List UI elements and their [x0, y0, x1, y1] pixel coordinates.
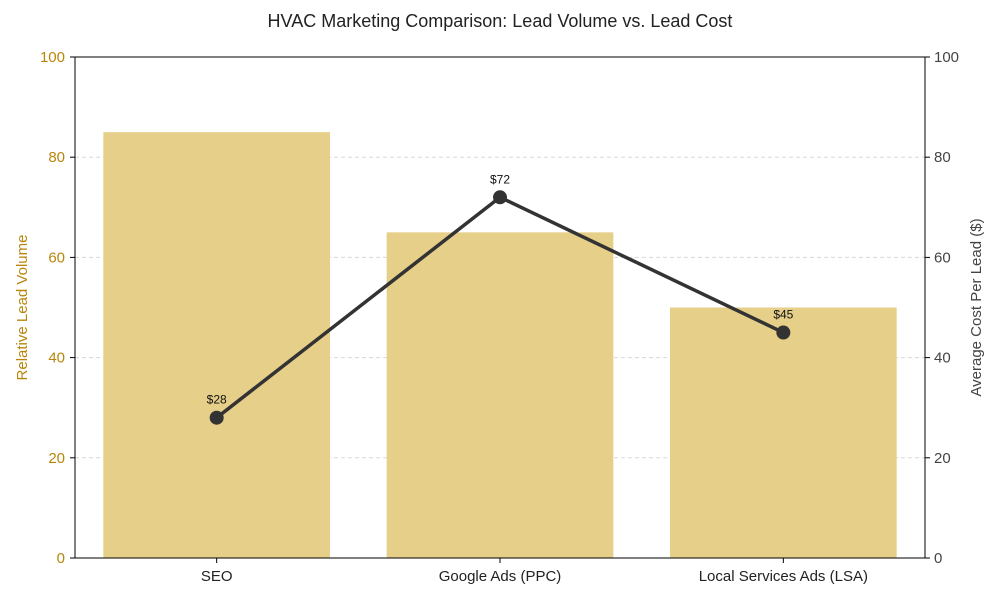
right-tick-label: 60	[934, 249, 951, 266]
right-tick-label: 80	[934, 149, 951, 166]
tick-labels: 0 20 40 60 80 100 0 20 40 60 80 100 SEO Google Ads (P…	[14, 49, 985, 585]
right-tick-label: 0	[934, 550, 942, 567]
cost-data-label: $28	[207, 393, 227, 407]
axes	[70, 56, 930, 563]
right-tick-label: 40	[934, 350, 951, 367]
x-tick-label: SEO	[201, 568, 233, 585]
left-tick-label: 0	[57, 550, 65, 567]
line-series	[209, 190, 791, 425]
cost-point-1	[493, 190, 507, 205]
bar-1	[386, 232, 614, 558]
x-tick-label: Local Services Ads (LSA)	[699, 568, 868, 585]
left-tick-label: 60	[48, 249, 65, 266]
bar-series	[103, 132, 897, 558]
chart-title: HVAC Marketing Comparison: Lead Volume v…	[267, 11, 733, 31]
left-tick-label: 40	[48, 350, 65, 367]
cost-point-2	[776, 325, 791, 340]
x-tick-label: Google Ads (PPC)	[439, 568, 562, 585]
bar-0	[103, 132, 330, 558]
bar-2	[670, 307, 897, 558]
left-tick-label: 20	[48, 450, 65, 467]
left-axis-title: Relative Lead Volume	[14, 235, 31, 381]
cost-data-label: $45	[773, 308, 793, 322]
left-tick-label: 100	[40, 49, 65, 66]
left-tick-label: 80	[48, 149, 65, 166]
right-tick-label: 20	[934, 450, 951, 467]
right-tick-label: 100	[934, 49, 959, 66]
right-axis-title: Average Cost Per Lead ($)	[968, 218, 985, 396]
cost-data-label: $72	[490, 172, 510, 186]
cost-point-0	[209, 410, 224, 425]
